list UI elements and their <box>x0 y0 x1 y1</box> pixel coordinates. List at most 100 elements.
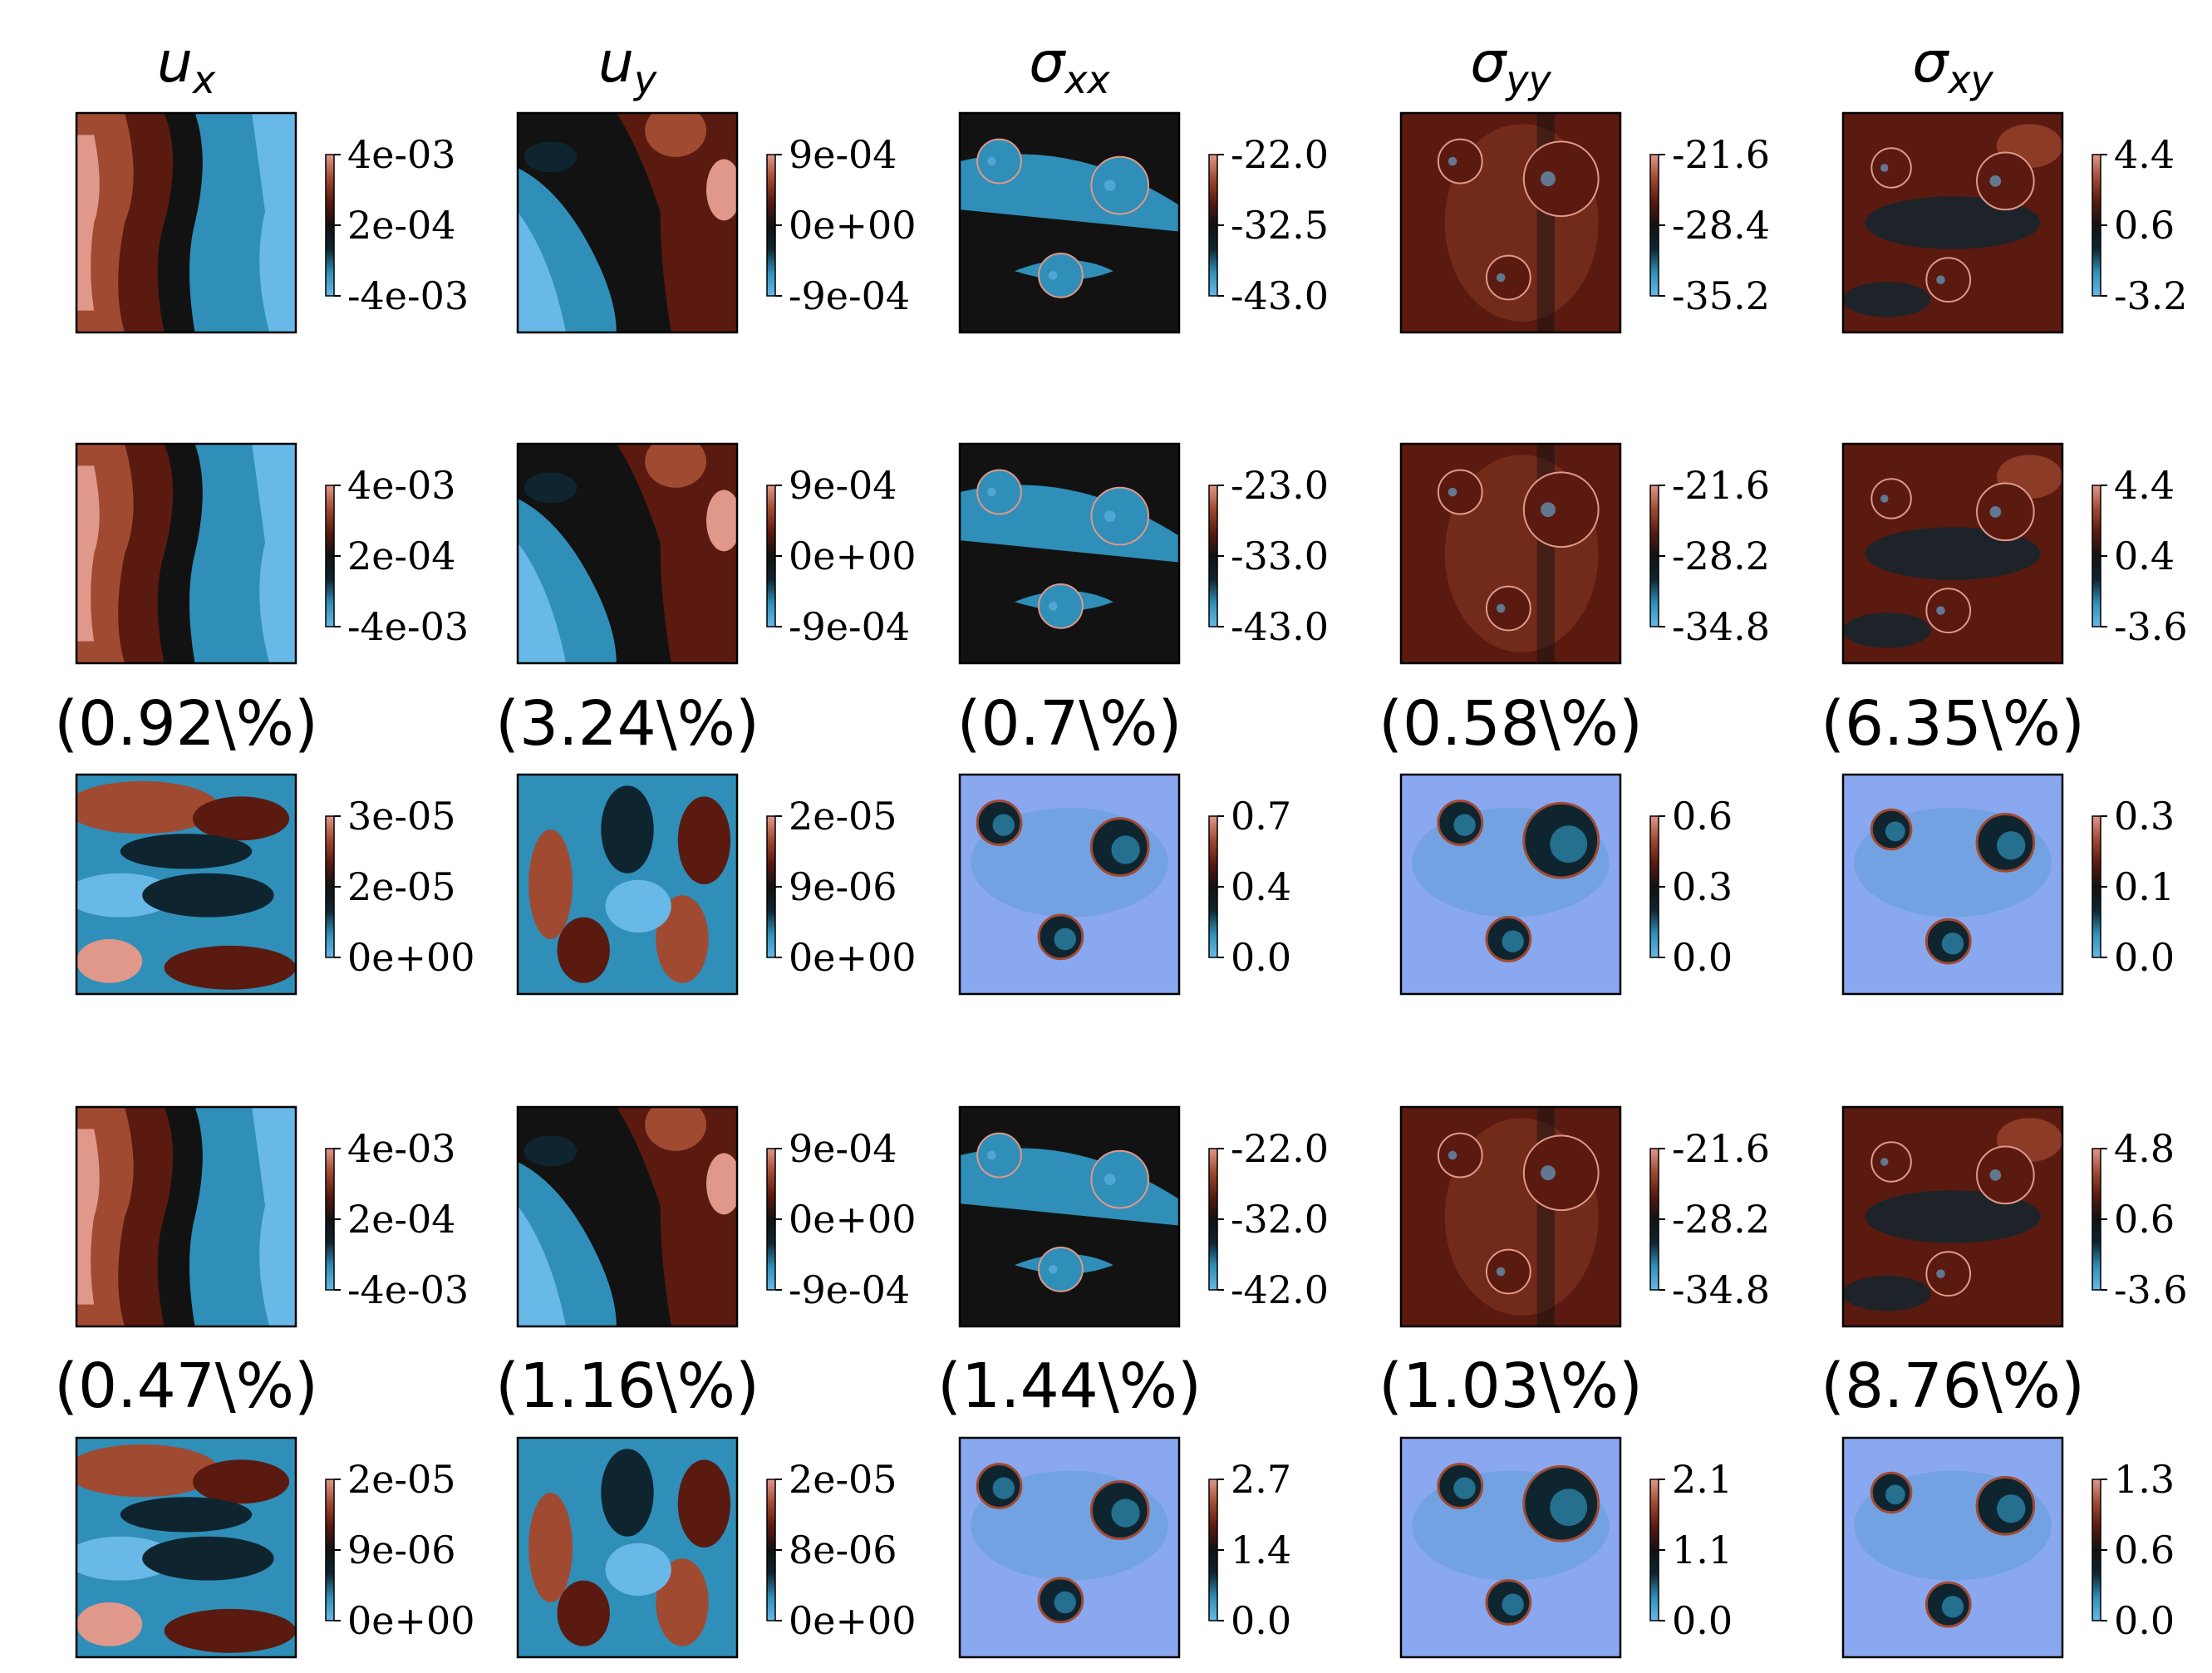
heatmap-panel: 9e-04 0e+00 -9e-04 <box>516 1105 917 1328</box>
column-title-subscript: yy <box>1504 57 1551 102</box>
heatmap-image <box>518 113 737 332</box>
panel-frame <box>516 773 739 996</box>
colorbar-tick-label: -28.2 <box>1672 1197 1770 1242</box>
colorbar: 2.7 1.4 0.0 <box>1208 1457 1291 1643</box>
colorbar-tick-label: -3.2 <box>2114 273 2188 318</box>
colorbar-tick-label: 1.3 <box>2114 1457 2175 1502</box>
colorbar-tick-label: -33.0 <box>1231 534 1329 578</box>
colorbar-tick-label: 0.7 <box>1231 794 1291 839</box>
relative-error-label: (8.76\%) <box>1821 1351 2085 1422</box>
colorbar-tick-label: -28.4 <box>1672 203 1770 248</box>
colorbar-tick-label: -4e-03 <box>347 1267 469 1312</box>
column-title: ux <box>157 30 216 102</box>
colorbar-tick-label: -21.6 <box>1672 1126 1770 1171</box>
panel-frame <box>1841 442 2064 665</box>
colorbar: 2e-05 9e-06 0e+00 <box>325 1457 475 1643</box>
heatmap-panel: -23.0 -33.0 -43.0 <box>958 442 1329 665</box>
heatmap-image <box>76 775 296 994</box>
panel-frame <box>1841 1436 2064 1659</box>
panel-frame <box>1399 111 1622 334</box>
colorbar: -22.0 -32.0 -42.0 <box>1208 1126 1329 1312</box>
colorbar-tick-label: 0.0 <box>1672 935 1733 980</box>
colorbar-scale <box>325 485 335 627</box>
heatmap-panel: 4e-03 2e-04 -4e-03 <box>75 442 469 665</box>
colorbar-tick-label: -9e-04 <box>789 604 910 649</box>
heatmap-image <box>518 444 737 663</box>
colorbar-scale <box>325 1479 335 1621</box>
colorbar-scale <box>2092 815 2101 958</box>
colorbar-tick-label: -34.8 <box>1672 604 1770 649</box>
colorbar-tick-label: 2.7 <box>1231 1457 1291 1502</box>
colorbar-tick-label: 2e-04 <box>347 1197 456 1242</box>
colorbar-scale <box>766 485 776 627</box>
relative-error-label: (0.92\%) <box>54 688 318 760</box>
panel-frame <box>958 1436 1181 1659</box>
colorbar: 0.3 0.1 0.0 <box>2092 794 2175 980</box>
colorbar-tick-label: 4.4 <box>2114 132 2175 177</box>
colorbar: 0.7 0.4 0.0 <box>1208 794 1291 980</box>
heatmap-panel: 4.4 0.4 -3.6 <box>1841 442 2188 665</box>
heatmap-image <box>1401 1107 1620 1326</box>
heatmap-panel: 4.8 0.6 -3.6 <box>1841 1105 2188 1328</box>
colorbar: 4e-03 2e-04 -4e-03 <box>325 132 469 318</box>
relative-error-label: (0.58\%) <box>1379 688 1643 760</box>
heatmap-panel: 2.7 1.4 0.0 <box>958 1436 1291 1659</box>
colorbar-scale <box>1649 1148 1659 1291</box>
column-title-symbol: u <box>598 30 634 96</box>
colorbar-tick-label: -3.6 <box>2114 1267 2188 1312</box>
colorbar: 2e-05 8e-06 0e+00 <box>766 1457 917 1643</box>
colorbar-tick-label: 0e+00 <box>789 935 917 980</box>
relative-error-label: (1.16\%) <box>495 1351 759 1422</box>
heatmap-image <box>1401 775 1620 994</box>
panel-frame <box>958 111 1181 334</box>
relative-error-label: (6.35\%) <box>1821 688 2085 760</box>
heatmap-panel: -21.6 -28.2 -34.8 <box>1399 1105 1770 1328</box>
colorbar-tick-label: -28.2 <box>1672 534 1770 578</box>
heatmap-panel: 2e-05 9e-06 0e+00 <box>516 773 917 996</box>
colorbar-scale <box>2092 1148 2101 1291</box>
heatmap-panel: 2.1 1.1 0.0 <box>1399 1436 1733 1659</box>
colorbar-tick-label: 1.1 <box>1672 1528 1733 1572</box>
heatmap-image <box>76 1107 296 1326</box>
panel-frame <box>75 1105 297 1328</box>
heatmap-image <box>960 1107 1179 1326</box>
heatmap-panel: 1.3 0.6 0.0 <box>1841 1436 2175 1659</box>
colorbar-tick-label: 0e+00 <box>789 534 917 578</box>
colorbar-scale <box>2092 485 2101 627</box>
colorbar: -21.6 -28.4 -35.2 <box>1649 132 1770 318</box>
panel-frame <box>516 1436 739 1659</box>
colorbar-tick-label: -42.0 <box>1231 1267 1329 1312</box>
colorbar-scale <box>325 154 335 297</box>
colorbar-tick-label: -23.0 <box>1231 463 1329 508</box>
colorbar-tick-label: -4e-03 <box>347 273 469 318</box>
colorbar-tick-label: -22.0 <box>1231 132 1329 177</box>
colorbar-scale <box>1208 154 1218 297</box>
column-title-subscript: xx <box>1063 57 1110 102</box>
colorbar-tick-label: 0.0 <box>1231 1598 1291 1643</box>
colorbar-tick-label: 2e-05 <box>347 864 456 909</box>
colorbar-tick-label: 2e-05 <box>789 1457 897 1502</box>
colorbar-tick-label: 4e-03 <box>347 132 456 177</box>
heatmap-image <box>76 1438 296 1657</box>
column-title-subscript: x <box>191 57 216 102</box>
panel-frame <box>75 773 297 996</box>
heatmap-panel: 3e-05 2e-05 0e+00 <box>75 773 475 996</box>
colorbar: 9e-04 0e+00 -9e-04 <box>766 1126 917 1312</box>
colorbar: -21.6 -28.2 -34.8 <box>1649 1126 1770 1312</box>
panel-frame <box>1399 1105 1622 1328</box>
colorbar-tick-label: 0.3 <box>1672 864 1733 909</box>
colorbar-tick-label: 0.4 <box>1231 864 1291 909</box>
colorbar-tick-label: 9e-04 <box>789 132 897 177</box>
colorbar-tick-label: -43.0 <box>1231 604 1329 649</box>
heatmap-panel: 4e-03 2e-04 -4e-03 <box>75 1105 469 1328</box>
heatmap-panel: -22.0 -32.5 -43.0 <box>958 111 1329 334</box>
heatmap-image <box>518 1107 737 1326</box>
relative-error-label: (0.7\%) <box>957 688 1182 760</box>
colorbar: 2e-05 9e-06 0e+00 <box>766 794 917 980</box>
colorbar-scale <box>1649 815 1659 958</box>
panel-frame <box>958 442 1181 665</box>
colorbar-tick-label: 0.3 <box>2114 794 2175 839</box>
colorbar-scale <box>1208 1148 1218 1291</box>
colorbar: 4.4 0.4 -3.6 <box>2092 463 2188 649</box>
panel-frame <box>75 1436 297 1659</box>
